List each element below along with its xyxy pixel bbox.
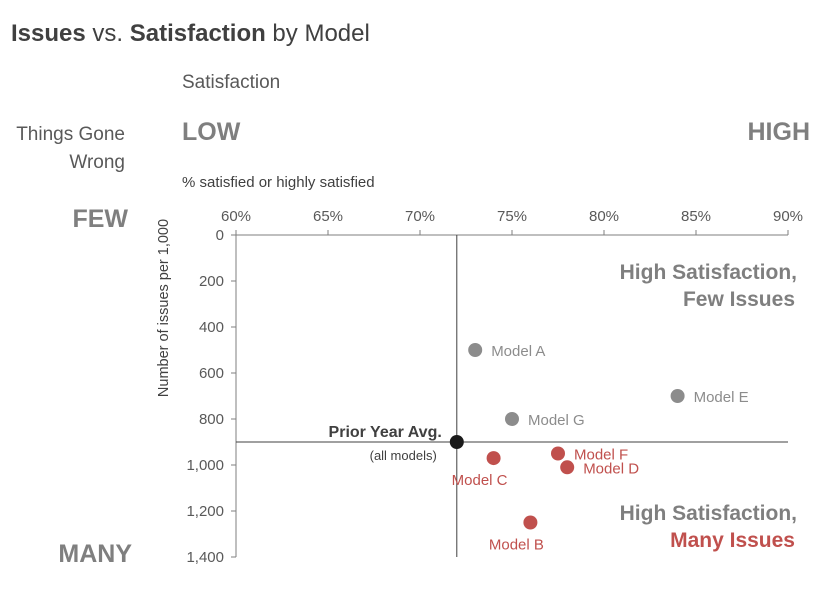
data-point (505, 412, 519, 426)
point-label: Model C (452, 472, 508, 489)
reference-sublabel: (all models) (370, 448, 437, 463)
annotation-top-right-line2: Few Issues (683, 288, 795, 311)
x-tick-label: 65% (313, 208, 343, 225)
scale-low: LOW (182, 118, 241, 146)
data-point (670, 389, 685, 403)
y-tick-label: 400 (199, 319, 224, 336)
annotation-bottom-right-line1: High Satisfaction, (620, 502, 797, 525)
x-tick-label: 85% (681, 208, 711, 225)
reference-label: Prior Year Avg. (329, 424, 442, 441)
annotation-top-right-line1: High Satisfaction, (620, 261, 797, 284)
data-point (486, 451, 501, 466)
y-tick-label: 200 (199, 273, 224, 290)
data-point (551, 446, 565, 461)
data-point (523, 515, 538, 530)
data-point (468, 343, 483, 357)
y-tick-label: 1,200 (186, 503, 224, 520)
x-tick-label: 75% (497, 208, 527, 225)
annotation-bottom-right-line2: Many Issues (670, 529, 795, 552)
y-tick-label: 800 (199, 411, 224, 428)
x-tick-label: 80% (589, 208, 619, 225)
point-label: Model D (583, 460, 639, 477)
x-axis-label: % satisfied or highly satisfied (182, 174, 375, 191)
chart-title: Issues vs. Satisfaction by Model (11, 20, 370, 47)
scale-high: HIGH (747, 118, 811, 146)
y-tick-label: 600 (199, 365, 224, 382)
y-tick-label: 1,400 (186, 549, 224, 566)
point-label: Model G (528, 412, 585, 429)
x-tick-label: 70% (405, 208, 435, 225)
x-tick-label: 60% (221, 208, 251, 225)
reference-point (449, 435, 464, 449)
scale-many: MANY (58, 540, 132, 568)
point-label: Model A (491, 343, 545, 360)
point-label: Model F (574, 447, 628, 464)
point-label: Model B (489, 537, 544, 554)
scale-few: FEW (72, 205, 128, 233)
point-label: Model E (694, 389, 749, 406)
data-point (560, 460, 575, 475)
satisfaction-heading: Satisfaction (182, 72, 281, 93)
y-tick-label: 1,000 (186, 457, 224, 474)
things-gone-wrong-heading: Things Gone Wrong (16, 124, 125, 173)
x-tick-label: 90% (773, 208, 803, 225)
y-tick-label: 0 (216, 227, 224, 244)
